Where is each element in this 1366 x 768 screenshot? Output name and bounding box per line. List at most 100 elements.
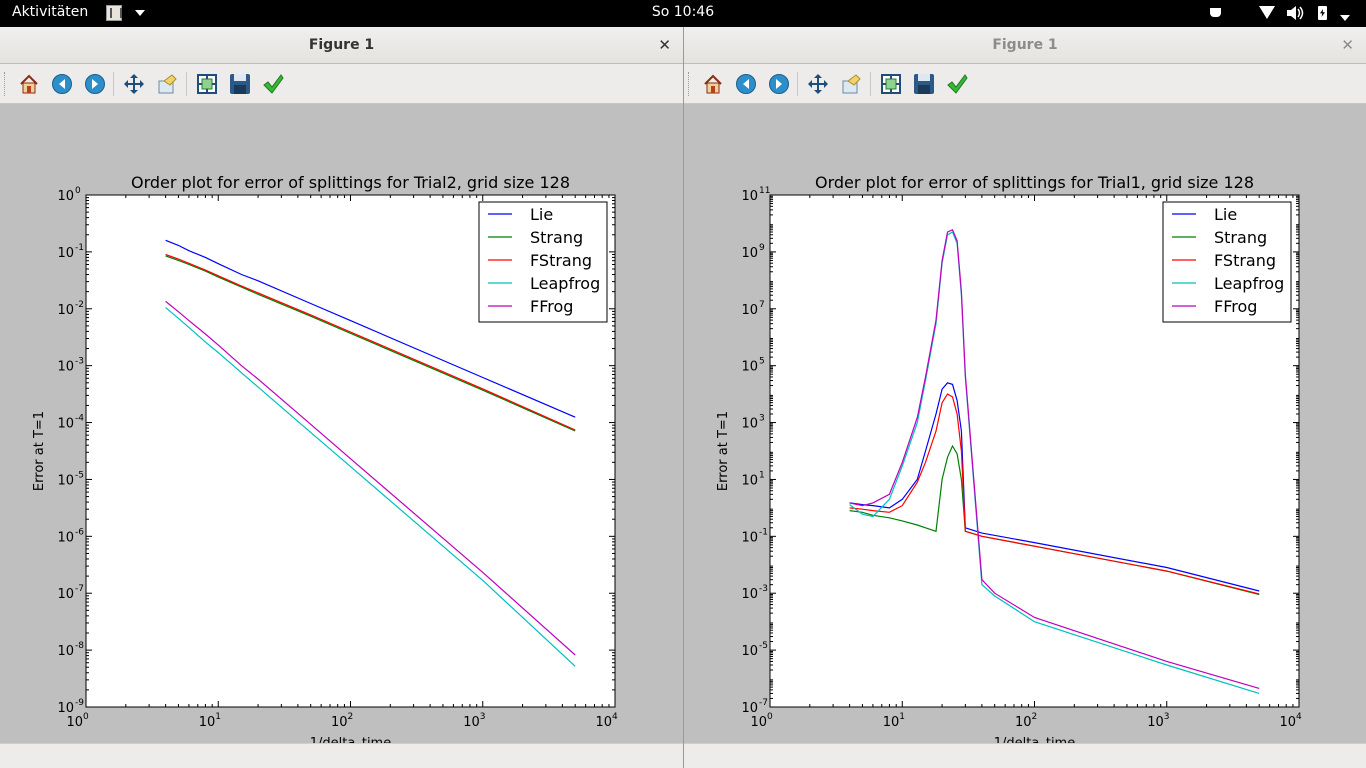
y-tick-label: 10 xyxy=(741,417,758,432)
chevron-down-icon[interactable] xyxy=(135,10,145,16)
app-menu-icon[interactable] xyxy=(106,5,122,21)
x-axis-label: 1/delta_time xyxy=(310,736,391,744)
series-line-ffrog xyxy=(849,229,1260,689)
y-axis-label: Error at T=1 xyxy=(32,411,47,491)
chart-title: Order plot for error of splittings for T… xyxy=(131,173,570,192)
y-tick-label: 10 xyxy=(741,587,758,602)
y-tick-label: 10 xyxy=(57,587,74,602)
y-tick-label: 10 xyxy=(57,701,74,716)
x-tick-exponent: 1 xyxy=(899,712,905,722)
series-line-lie xyxy=(849,382,1260,592)
back-icon[interactable] xyxy=(51,73,73,95)
figure-window-right: Figure 1 ✕ Order plot for error of split… xyxy=(684,27,1366,768)
plot-toolbar xyxy=(0,64,683,104)
y-tick-exponent: -1 xyxy=(759,527,768,537)
legend-label: Leapfrog xyxy=(1214,274,1284,293)
y-tick-exponent: -5 xyxy=(75,470,84,480)
axes-frame xyxy=(85,194,616,708)
close-icon[interactable]: ✕ xyxy=(1341,36,1354,54)
y-tick-label: 10 xyxy=(57,189,74,204)
y-tick-label: 10 xyxy=(741,303,758,318)
y-tick-exponent: 9 xyxy=(759,243,765,253)
zoom-icon[interactable] xyxy=(156,73,178,95)
window-titlebar[interactable]: Figure 1 ✕ xyxy=(0,27,683,64)
close-icon[interactable]: ✕ xyxy=(658,36,671,54)
forward-icon[interactable] xyxy=(84,73,106,95)
y-tick-exponent: -9 xyxy=(75,698,84,708)
coffee-cup-icon[interactable] xyxy=(1208,5,1226,21)
x-tick-label: 10 xyxy=(331,715,348,730)
window-titlebar[interactable]: Figure 1 ✕ xyxy=(684,27,1366,64)
x-tick-exponent: 3 xyxy=(480,712,486,722)
y-tick-label: 10 xyxy=(57,417,74,432)
home-icon[interactable] xyxy=(18,73,40,95)
legend-label: FStrang xyxy=(1214,251,1276,270)
y-tick-exponent: -3 xyxy=(75,357,84,367)
clock[interactable]: So 10:46 xyxy=(651,4,715,20)
x-tick-exponent: 0 xyxy=(83,712,89,722)
pan-icon[interactable] xyxy=(807,73,829,95)
edit-check-icon[interactable] xyxy=(262,73,284,95)
y-tick-exponent: 0 xyxy=(75,186,81,196)
system-menu-chevron-icon[interactable] xyxy=(1336,10,1354,26)
plot-toolbar xyxy=(684,64,1366,104)
y-tick-label: 10 xyxy=(741,189,758,204)
x-tick-label: 10 xyxy=(1015,715,1032,730)
toolbar-grip[interactable] xyxy=(4,72,7,96)
figure-window-left: Figure 1 ✕ Order plot for error of split… xyxy=(0,27,684,768)
legend: Lie Strang FStrang Leapfrog FFrog xyxy=(478,201,608,323)
pan-icon[interactable] xyxy=(123,73,145,95)
y-tick-exponent: 1 xyxy=(759,470,765,480)
x-axis-label: 1/delta_time xyxy=(994,736,1075,744)
legend-label: FStrang xyxy=(530,251,592,270)
home-icon[interactable] xyxy=(702,73,724,95)
y-tick-label: 10 xyxy=(741,246,758,261)
y-tick-exponent: -4 xyxy=(75,414,84,424)
subplots-icon[interactable] xyxy=(196,73,218,95)
forward-icon[interactable] xyxy=(768,73,790,95)
x-tick-exponent: 4 xyxy=(1296,712,1302,722)
y-tick-label: 10 xyxy=(741,473,758,488)
x-tick-label: 10 xyxy=(883,715,900,730)
series-line-fstrang xyxy=(849,393,1260,595)
edit-check-icon[interactable] xyxy=(946,73,968,95)
series-group xyxy=(165,239,576,667)
legend-label: Lie xyxy=(530,205,553,224)
legend: Lie Strang FStrang Leapfrog FFrog xyxy=(1162,201,1292,323)
y-tick-exponent: -1 xyxy=(75,243,84,253)
toolbar-grip[interactable] xyxy=(688,72,691,96)
battery-icon[interactable] xyxy=(1314,5,1332,21)
y-tick-exponent: 11 xyxy=(759,186,770,196)
wifi-icon[interactable] xyxy=(1258,5,1276,21)
save-icon[interactable] xyxy=(913,73,935,95)
back-icon[interactable] xyxy=(735,73,757,95)
legend-label: Leapfrog xyxy=(530,274,600,293)
y-tick-exponent: -3 xyxy=(759,584,768,594)
save-icon[interactable] xyxy=(229,73,251,95)
y-tick-exponent: 5 xyxy=(759,357,765,367)
y-tick-exponent: -2 xyxy=(75,300,84,310)
x-tick-exponent: 2 xyxy=(1032,712,1038,722)
y-tick-label: 10 xyxy=(57,644,74,659)
x-tick-label: 10 xyxy=(595,715,612,730)
subplots-icon[interactable] xyxy=(880,73,902,95)
x-axis: 10 0 10 1 10 2 10 3 10 4 xyxy=(66,195,618,730)
series-line-fstrang xyxy=(165,253,576,431)
series-group xyxy=(849,229,1260,694)
y-tick-exponent: -7 xyxy=(75,584,84,594)
activities-button[interactable]: Aktivitäten xyxy=(12,4,89,20)
x-tick-label: 10 xyxy=(1147,715,1164,730)
volume-icon[interactable] xyxy=(1286,5,1304,21)
toolbar-separator xyxy=(870,72,871,96)
toolbar-separator xyxy=(113,72,114,96)
y-tick-label: 10 xyxy=(741,644,758,659)
zoom-icon[interactable] xyxy=(840,73,862,95)
figure-canvas[interactable]: Order plot for error of splittings for T… xyxy=(0,104,683,744)
y-tick-label: 10 xyxy=(57,530,74,545)
y-tick-exponent: 3 xyxy=(759,414,765,424)
legend-box xyxy=(1162,201,1292,323)
y-tick-exponent: -7 xyxy=(759,698,768,708)
x-tick-label: 10 xyxy=(750,715,767,730)
figure-canvas[interactable]: Order plot for error of splittings for T… xyxy=(684,104,1366,744)
